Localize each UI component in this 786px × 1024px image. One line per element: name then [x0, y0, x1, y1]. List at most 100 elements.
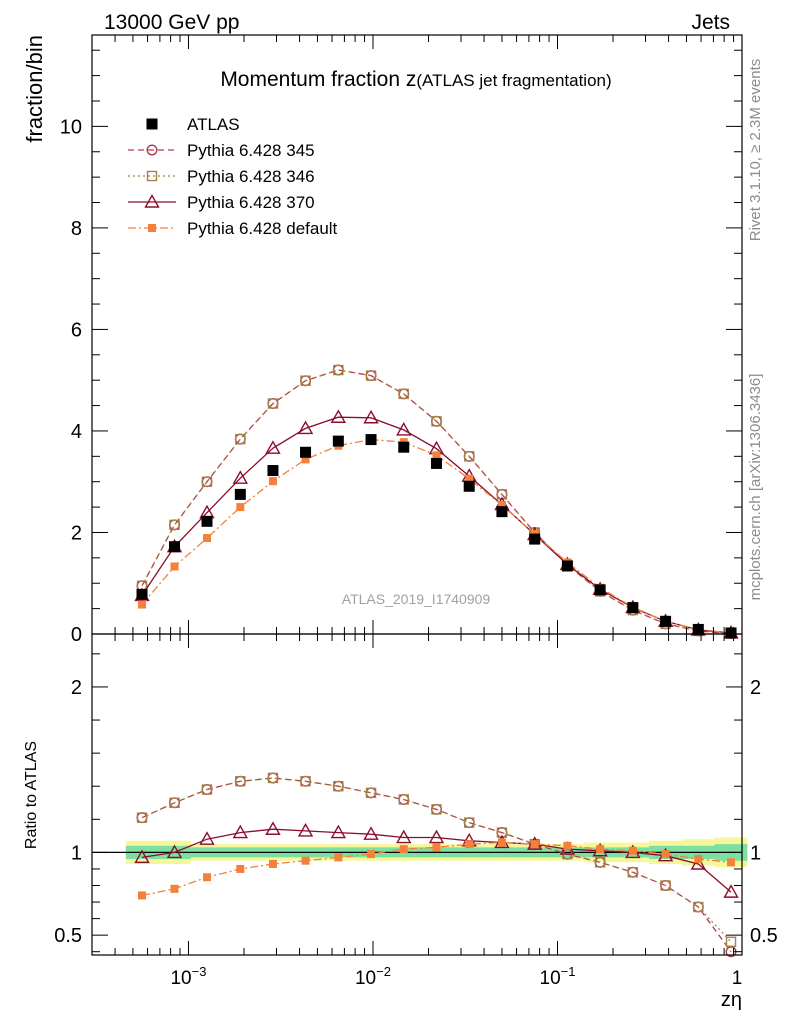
legend-label-2: Pythia 6.428 346 — [187, 167, 315, 186]
main-y-tick-label: 8 — [71, 218, 82, 240]
series-0-main-point — [201, 515, 213, 527]
series-2-ratio-point — [169, 797, 180, 808]
series-4-ratio-point — [694, 855, 703, 864]
series-0-main-point — [332, 435, 344, 447]
ratio-y-tick-label-right: 2 — [750, 677, 761, 699]
series-2-ratio-point — [267, 772, 279, 784]
x-axis-label: zη — [721, 989, 742, 1011]
series-4-ratio-point — [465, 840, 474, 849]
series-2-main-point — [365, 370, 377, 381]
legend-label-1: Pythia 6.428 345 — [187, 141, 315, 160]
series-2-ratio-point — [627, 867, 639, 878]
series-0-main-point — [496, 506, 508, 518]
x-tick-label-base: 10 — [540, 968, 561, 989]
ratio-plot-area — [92, 772, 748, 958]
series-3-ratio-point — [363, 826, 379, 840]
legend-label-3: Pythia 6.428 370 — [187, 193, 315, 212]
series-3-ratio-point — [330, 824, 347, 839]
plot-title-sub: (ATLAS jet fragmentation) — [416, 71, 611, 90]
series-4-main-point — [138, 600, 147, 609]
series-4-ratio-point — [202, 873, 211, 882]
series-2-main-point — [333, 364, 344, 376]
main-y-tick-label: 0 — [71, 624, 82, 646]
series-4-main-point — [170, 562, 179, 571]
legend-marker-3 — [144, 194, 160, 208]
series-3-ratio-point — [723, 884, 739, 898]
series-0-main-point — [692, 623, 704, 635]
ratio-y-tick-label-right: 1 — [750, 842, 761, 864]
series-2-ratio-point — [431, 804, 442, 815]
ratio-y-axis-label: Ratio to ATLAS — [23, 741, 40, 849]
main-y-tick-label: 6 — [71, 319, 82, 341]
analysis-watermark: ATLAS_2019_I1740909 — [342, 591, 491, 607]
series-4-main-point — [465, 474, 474, 483]
series-2-ratio-point — [201, 784, 213, 795]
series-4-main-point — [432, 451, 441, 460]
series-3-main-point — [265, 440, 281, 454]
x-tick-label: 10−3 — [170, 964, 206, 989]
series-0-main-point — [594, 584, 606, 596]
series-3-ratio-point — [690, 856, 707, 870]
main-panel: 0 2 4 6 8 10 Momentum fraction z(ATLAS jet fr… — [22, 34, 743, 646]
series-2-ratio-point — [725, 936, 737, 947]
series-0-main-point — [725, 627, 737, 639]
series-0-main-point — [169, 541, 181, 553]
series-3-main-point — [396, 422, 412, 436]
ratio-frame — [91, 633, 743, 956]
plot-title-main: Momentum fraction z — [220, 68, 416, 91]
series-3-ratio-point — [396, 829, 412, 844]
series-0-main-point — [136, 588, 148, 600]
series-3-main-point — [297, 420, 314, 435]
series-0-main-point — [365, 434, 377, 446]
series-2-ratio-point — [235, 776, 246, 787]
series-2-ratio-point — [464, 817, 475, 828]
series-2-main-point — [464, 451, 475, 462]
series-4-ratio-point — [727, 858, 736, 867]
series-4-ratio-point — [661, 850, 670, 859]
series-2-ratio-point — [660, 880, 671, 891]
ratio-panel: 10−3 10−2 10−1 10.5 0.51 12 2 Ratio to ATLAS — [23, 633, 778, 989]
side-mcplots-label: mcplots.cern.ch [arXiv:1306.3436] — [747, 374, 764, 601]
series-1-main-point — [169, 519, 181, 531]
side-rivet-label: Rivet 3.1.10, ≥ 2.3M events — [747, 59, 764, 242]
x-tick-label-exponent: −3 — [192, 964, 207, 979]
series-2-main-point — [431, 416, 442, 427]
series-3-ratio-point — [265, 821, 281, 835]
ratio-y-tick-label-left: 0.5 — [54, 925, 82, 947]
series-0-main-point — [398, 441, 410, 453]
series-4-ratio-point — [367, 850, 376, 859]
series-1-main-line — [141, 369, 732, 635]
series-3-ratio-point — [134, 849, 150, 864]
series-4-ratio-point — [301, 856, 310, 865]
x-tick-label: 1 — [732, 968, 743, 989]
series-2-ratio-point — [333, 781, 344, 792]
series-3-ratio-point — [428, 829, 445, 844]
main-y-tick-label: 10 — [60, 116, 82, 138]
series-2-ratio-point — [594, 857, 606, 868]
main-y-tick-label: 4 — [71, 421, 82, 443]
legend-marker-2 — [146, 170, 158, 182]
series-0-main-point — [660, 615, 672, 627]
series-2-ratio-point — [693, 901, 704, 913]
series-4-ratio-point — [628, 846, 637, 855]
header-process-label: Jets — [691, 11, 730, 34]
series-2-ratio-point — [365, 787, 377, 799]
series-3-main-point — [232, 470, 249, 484]
legend-marker-4 — [148, 224, 156, 232]
plot-title: Momentum fraction z(ATLAS jet fragmentat… — [220, 68, 611, 91]
series-0-main-point — [561, 560, 573, 572]
x-tick-label-exponent: −1 — [561, 964, 576, 979]
series-4-ratio-point — [170, 884, 179, 893]
series-0-main-point — [300, 446, 312, 458]
series-2-ratio-point — [136, 812, 148, 823]
main-y-tick-label: 2 — [71, 522, 82, 544]
series-2-main-point — [398, 388, 409, 400]
series-4-main-point — [268, 477, 277, 486]
series-4-main-point — [497, 501, 506, 510]
series-4-main-point — [236, 503, 245, 512]
series-4-main-point — [202, 534, 211, 543]
main-y-axis-label: fraction/bin — [22, 35, 47, 143]
series-3-ratio-point — [297, 822, 314, 837]
x-tick-label-base: 10 — [355, 968, 376, 989]
